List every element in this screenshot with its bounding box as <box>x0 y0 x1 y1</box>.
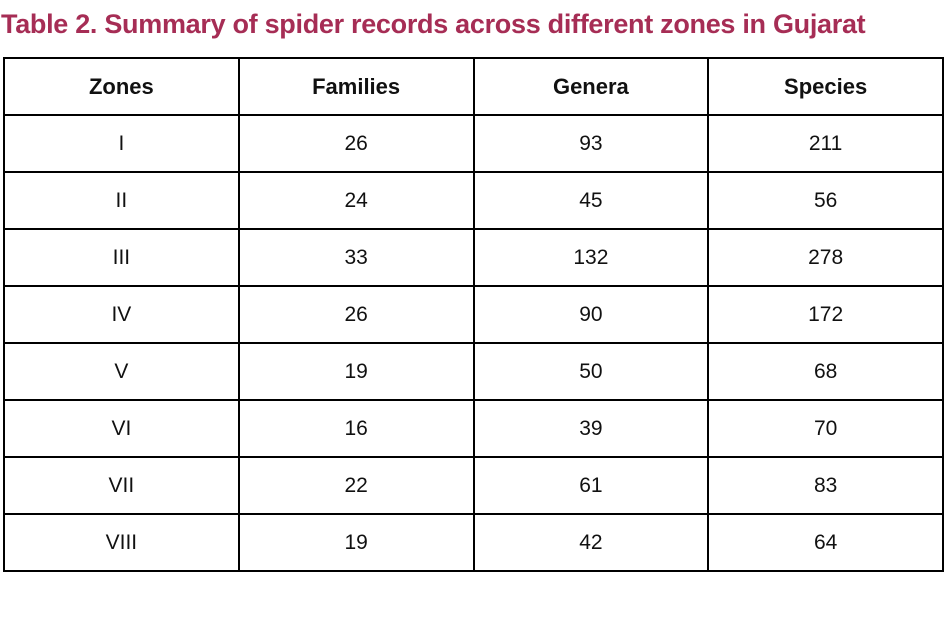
table-row-zone-i: I 26 93 211 <box>3 114 944 174</box>
spider-records-table: Zones Families Genera Species I 26 93 211 II 24 4… <box>3 57 944 573</box>
zone-cell: V <box>3 342 240 402</box>
value-cell: 61 <box>472 456 710 516</box>
table-row-zone-iii: III 33 132 278 <box>3 228 944 288</box>
column-header-families: Families <box>237 57 475 117</box>
value-cell: 278 <box>707 228 944 288</box>
table-header-row: Zones Families Genera Species <box>3 57 944 117</box>
column-header-zones: Zones <box>3 57 240 117</box>
value-cell: 19 <box>237 342 475 402</box>
zone-cell: II <box>3 171 240 231</box>
value-cell: 64 <box>707 513 944 573</box>
value-cell: 68 <box>707 342 944 402</box>
value-cell: 90 <box>472 285 710 345</box>
value-cell: 22 <box>237 456 475 516</box>
value-cell: 211 <box>707 114 944 174</box>
value-cell: 172 <box>707 285 944 345</box>
value-cell: 83 <box>707 456 944 516</box>
zone-cell: III <box>3 228 240 288</box>
value-cell: 19 <box>237 513 475 573</box>
value-cell: 16 <box>237 399 475 459</box>
value-cell: 42 <box>472 513 710 573</box>
value-cell: 39 <box>472 399 710 459</box>
table-row-zone-v: V 19 50 68 <box>3 342 944 402</box>
value-cell: 132 <box>472 228 710 288</box>
value-cell: 56 <box>707 171 944 231</box>
value-cell: 45 <box>472 171 710 231</box>
zone-cell: VIII <box>3 513 240 573</box>
column-header-species: Species <box>707 57 944 117</box>
value-cell: 26 <box>237 285 475 345</box>
zone-cell: IV <box>3 285 240 345</box>
zone-cell: VII <box>3 456 240 516</box>
value-cell: 24 <box>237 171 475 231</box>
table-row-zone-viii: VIII 19 42 64 <box>3 513 944 573</box>
table-row-zone-ii: II 24 45 56 <box>3 171 944 231</box>
zone-cell: VI <box>3 399 240 459</box>
value-cell: 50 <box>472 342 710 402</box>
table-header: Zones Families Genera Species <box>3 57 944 117</box>
column-header-genera: Genera <box>472 57 710 117</box>
value-cell: 33 <box>237 228 475 288</box>
value-cell: 70 <box>707 399 944 459</box>
table-row-zone-vii: VII 22 61 83 <box>3 456 944 516</box>
value-cell: 26 <box>237 114 475 174</box>
zone-cell: I <box>3 114 240 174</box>
table-row-zone-vi: VI 16 39 70 <box>3 399 944 459</box>
table-body: I 26 93 211 II 24 45 56 III 33 132 278 IV 26 90 172 V 19 5… <box>3 114 944 573</box>
value-cell: 93 <box>472 114 710 174</box>
table-row-zone-iv: IV 26 90 172 <box>3 285 944 345</box>
table-caption: Table 2. Summary of spider records acros… <box>1 9 866 39</box>
